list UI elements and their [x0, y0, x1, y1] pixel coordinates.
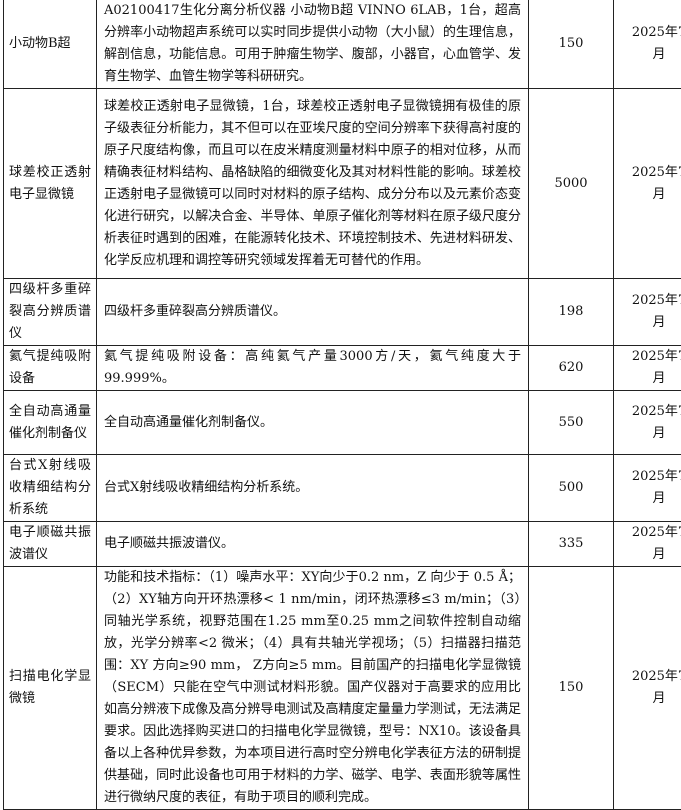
amount-cell: 500	[529, 455, 614, 522]
amount-cell: 335	[529, 522, 614, 567]
date-cell: 2025年7月	[614, 279, 681, 346]
table-row: 扫描电化学显微镜功能和技术指标：（1）噪声水平：XY向少于0.2 nm，Z 向少…	[4, 567, 681, 810]
equipment-description-cell: 四级杆多重碎裂高分辨质谱仪。	[97, 279, 529, 346]
equipment-description-cell: 功能和技术指标：（1）噪声水平：XY向少于0.2 nm，Z 向少于 0.5 Å；…	[97, 567, 529, 810]
equipment-description-cell: 全自动高通量催化剂制备仪。	[97, 391, 529, 455]
equipment-description-cell: 台式X射线吸收精细结构分析系统。	[97, 455, 529, 522]
equipment-name-cell: 小动物B超	[4, 0, 97, 89]
date-cell: 2025年7月	[614, 391, 681, 455]
date-cell: 2025年7月	[614, 89, 681, 279]
equipment-description-cell: 球差校正透射电子显微镜，1台，球差校正透射电子显微镜拥有极佳的原子级表征分析能力…	[97, 89, 529, 279]
equipment-name-cell: 氦气提纯吸附设备	[4, 346, 97, 391]
table-row: 氦气提纯吸附设备氦气提纯吸附设备：高纯氦气产量3000方/天，氦气纯度大于99.…	[4, 346, 681, 391]
amount-cell: 198	[529, 279, 614, 346]
amount-cell: 5000	[529, 89, 614, 279]
date-cell: 2025年7月	[614, 455, 681, 522]
date-cell: 2025年7月	[614, 567, 681, 810]
table-row: 球差校正透射电子显微镜球差校正透射电子显微镜，1台，球差校正透射电子显微镜拥有极…	[4, 89, 681, 279]
amount-cell: 150	[529, 0, 614, 89]
amount-cell: 550	[529, 391, 614, 455]
equipment-name-cell: 扫描电化学显微镜	[4, 567, 97, 810]
equipment-name-cell: 四级杆多重碎裂高分辨质谱仪	[4, 279, 97, 346]
equipment-description-cell: 电子顺磁共振波谱仪。	[97, 522, 529, 567]
date-cell: 2025年7月	[614, 522, 681, 567]
equipment-description-cell: 氦气提纯吸附设备：高纯氦气产量3000方/天，氦气纯度大于99.999%。	[97, 346, 529, 391]
equipment-name-cell: 台式X射线吸收精细结构分析系统	[4, 455, 97, 522]
amount-cell: 150	[529, 567, 614, 810]
date-cell: 2025年7月	[614, 346, 681, 391]
date-cell: 2025年7月	[614, 0, 681, 89]
equipment-description-cell: A02100417生化分离分析仪器 小动物B超 VINNO 6LAB，1台，超高…	[97, 0, 529, 89]
equipment-name-cell: 电子顺磁共振波谱仪	[4, 522, 97, 567]
equipment-name-cell: 全自动高通量催化剂制备仪	[4, 391, 97, 455]
amount-cell: 620	[529, 346, 614, 391]
equipment-name-cell: 球差校正透射电子显微镜	[4, 89, 97, 279]
